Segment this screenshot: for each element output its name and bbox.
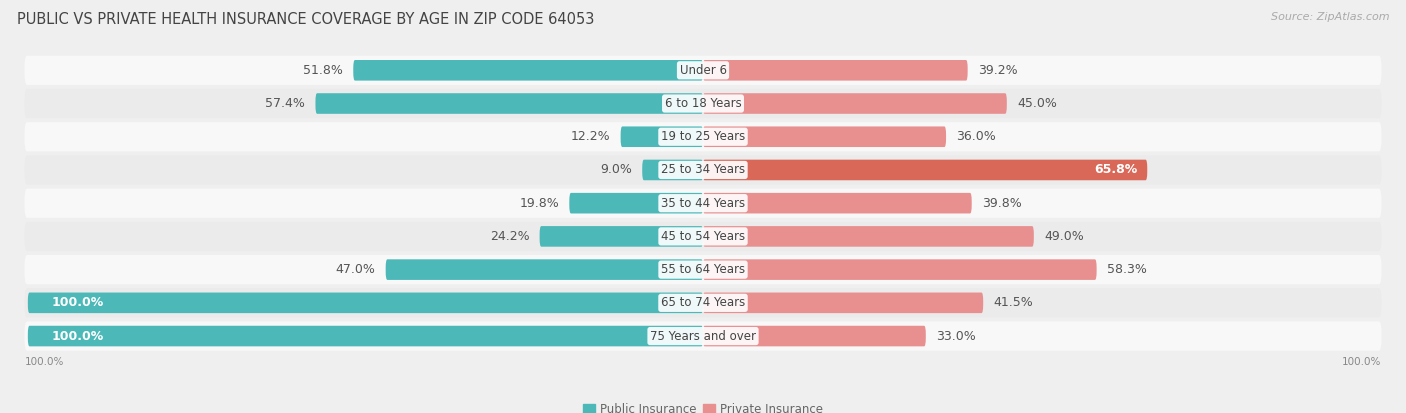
Text: 33.0%: 33.0% — [936, 330, 976, 342]
Text: 45.0%: 45.0% — [1017, 97, 1057, 110]
FancyBboxPatch shape — [703, 160, 1147, 180]
Text: 55 to 64 Years: 55 to 64 Years — [661, 263, 745, 276]
Text: PUBLIC VS PRIVATE HEALTH INSURANCE COVERAGE BY AGE IN ZIP CODE 64053: PUBLIC VS PRIVATE HEALTH INSURANCE COVER… — [17, 12, 595, 27]
Text: 12.2%: 12.2% — [571, 130, 610, 143]
FancyBboxPatch shape — [703, 193, 972, 214]
Text: 9.0%: 9.0% — [600, 164, 633, 176]
FancyBboxPatch shape — [643, 160, 703, 180]
Text: 100.0%: 100.0% — [52, 297, 104, 309]
FancyBboxPatch shape — [569, 193, 703, 214]
Text: 100.0%: 100.0% — [24, 357, 63, 367]
FancyBboxPatch shape — [703, 259, 1097, 280]
Text: 39.8%: 39.8% — [981, 197, 1022, 210]
Text: 65 to 74 Years: 65 to 74 Years — [661, 297, 745, 309]
FancyBboxPatch shape — [703, 226, 1033, 247]
FancyBboxPatch shape — [703, 60, 967, 81]
Legend: Public Insurance, Private Insurance: Public Insurance, Private Insurance — [578, 398, 828, 413]
Text: 35 to 44 Years: 35 to 44 Years — [661, 197, 745, 210]
FancyBboxPatch shape — [703, 292, 983, 313]
FancyBboxPatch shape — [28, 326, 703, 347]
FancyBboxPatch shape — [28, 292, 703, 313]
Text: 51.8%: 51.8% — [304, 64, 343, 77]
FancyBboxPatch shape — [353, 60, 703, 81]
FancyBboxPatch shape — [385, 259, 703, 280]
FancyBboxPatch shape — [703, 326, 925, 347]
Text: Source: ZipAtlas.com: Source: ZipAtlas.com — [1271, 12, 1389, 22]
FancyBboxPatch shape — [24, 255, 1382, 284]
Text: 65.8%: 65.8% — [1094, 164, 1137, 176]
Text: 100.0%: 100.0% — [52, 330, 104, 342]
FancyBboxPatch shape — [315, 93, 703, 114]
Text: 47.0%: 47.0% — [336, 263, 375, 276]
Text: 36.0%: 36.0% — [956, 130, 995, 143]
FancyBboxPatch shape — [24, 122, 1382, 151]
FancyBboxPatch shape — [24, 222, 1382, 251]
Text: Under 6: Under 6 — [679, 64, 727, 77]
FancyBboxPatch shape — [24, 155, 1382, 185]
Text: 6 to 18 Years: 6 to 18 Years — [665, 97, 741, 110]
Text: 19 to 25 Years: 19 to 25 Years — [661, 130, 745, 143]
Text: 100.0%: 100.0% — [1343, 357, 1382, 367]
FancyBboxPatch shape — [703, 93, 1007, 114]
FancyBboxPatch shape — [24, 89, 1382, 118]
FancyBboxPatch shape — [540, 226, 703, 247]
FancyBboxPatch shape — [620, 126, 703, 147]
Text: 39.2%: 39.2% — [977, 64, 1018, 77]
FancyBboxPatch shape — [24, 189, 1382, 218]
Text: 58.3%: 58.3% — [1107, 263, 1147, 276]
Text: 24.2%: 24.2% — [489, 230, 530, 243]
Text: 41.5%: 41.5% — [993, 297, 1033, 309]
Text: 45 to 54 Years: 45 to 54 Years — [661, 230, 745, 243]
Text: 25 to 34 Years: 25 to 34 Years — [661, 164, 745, 176]
FancyBboxPatch shape — [24, 321, 1382, 351]
Text: 19.8%: 19.8% — [519, 197, 560, 210]
FancyBboxPatch shape — [703, 126, 946, 147]
Text: 49.0%: 49.0% — [1045, 230, 1084, 243]
FancyBboxPatch shape — [24, 56, 1382, 85]
FancyBboxPatch shape — [24, 288, 1382, 318]
Text: 75 Years and over: 75 Years and over — [650, 330, 756, 342]
Text: 57.4%: 57.4% — [266, 97, 305, 110]
